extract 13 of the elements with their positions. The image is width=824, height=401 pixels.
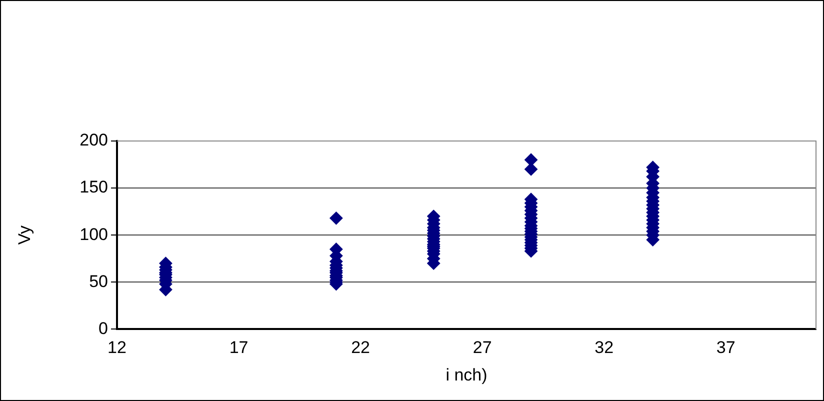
x-tick-label: 37 [716, 338, 736, 358]
x-tick-label: 27 [472, 338, 492, 358]
x-tick-label: 17 [229, 338, 248, 358]
y-tick-label: 100 [80, 224, 108, 244]
x-tick-label: 32 [594, 338, 614, 358]
y-tick-label: 50 [89, 272, 108, 291]
x-tick-label: 22 [351, 338, 370, 358]
x-axis-title: i nch) [446, 365, 488, 384]
y-axis-title: Vy [14, 225, 34, 245]
y-tick-label: 200 [80, 130, 108, 150]
x-tick-label: 12 [108, 338, 126, 358]
y-tick-label: 0 [98, 318, 108, 338]
y-tick-label: 150 [80, 178, 108, 197]
